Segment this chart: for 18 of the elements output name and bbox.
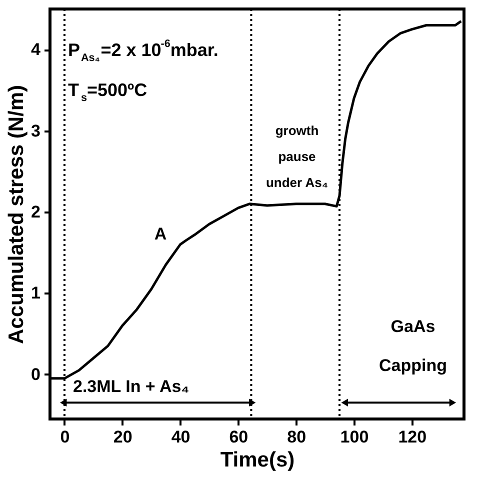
y-tick-label: 3 [31, 121, 40, 140]
annotation: A [154, 224, 167, 244]
y-axis-title: Accumulated stress (N/m) [5, 84, 28, 344]
annotation: growth pause under As₄ [266, 123, 328, 190]
y-tick-label: 4 [31, 40, 42, 60]
annotation: 2.3ML In + As₄ [73, 377, 190, 396]
annotation: GaAs Capping [379, 317, 447, 376]
x-tick-label: 60 [229, 428, 248, 446]
x-tick-label: 100 [340, 428, 369, 446]
x-axis-title: Time(s) [220, 448, 295, 472]
x-tick-label: 20 [113, 428, 132, 446]
y-tick-label: 0 [31, 364, 40, 384]
x-tick-label: 40 [171, 428, 190, 446]
y-tick-label: 2 [31, 202, 40, 222]
y-tick-label: 1 [31, 284, 40, 303]
x-tick-label: 0 [60, 428, 70, 446]
x-tick-label: 80 [287, 428, 306, 446]
x-tick-label: 120 [398, 428, 427, 446]
